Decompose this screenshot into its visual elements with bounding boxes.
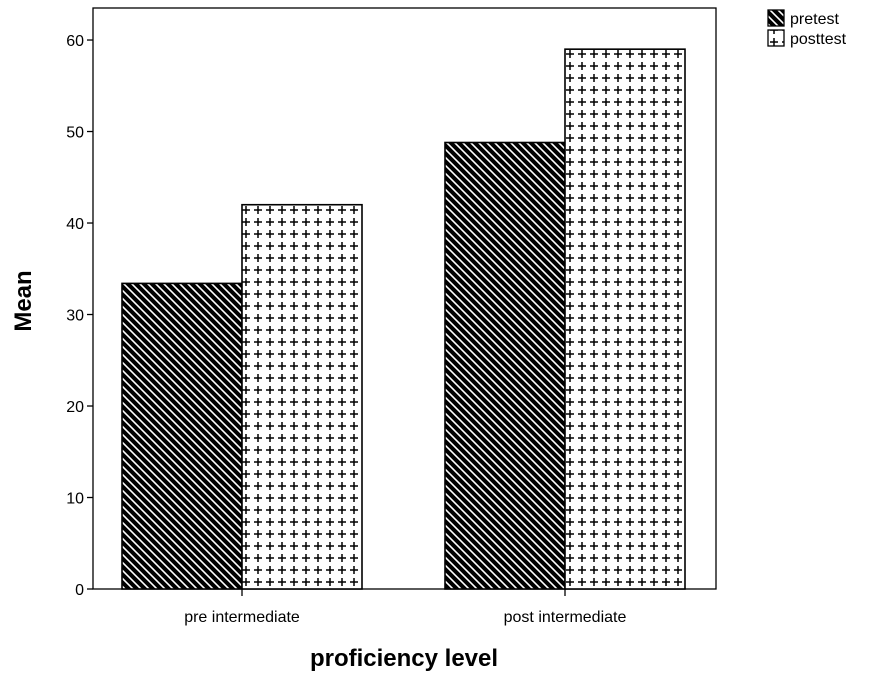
y-axis: 0 10 20 30 40 50 60 <box>66 33 93 599</box>
plot-frame <box>92 7 717 590</box>
bars <box>121 48 686 590</box>
bar-posttest-0 <box>241 203 363 590</box>
legend-label-pretest: pretest <box>790 11 839 28</box>
y-axis-title: Mean <box>10 270 37 331</box>
bar-posttest-1 <box>564 48 686 590</box>
y-tick-label: 30 <box>66 308 84 325</box>
x-axis-title: proficiency level <box>310 645 498 672</box>
x-axis: pre intermediate post intermediate <box>184 589 626 626</box>
y-tick-label: 40 <box>66 216 84 233</box>
y-tick-label: 10 <box>66 491 84 508</box>
y-tick-label: 20 <box>66 399 84 416</box>
legend-label-posttest: posttest <box>790 31 847 48</box>
y-tick-label: 0 <box>75 582 84 599</box>
legend-swatch-pretest <box>767 9 785 27</box>
legend-swatch-posttest <box>767 29 785 47</box>
x-category-label: post intermediate <box>504 609 627 626</box>
bar-pretest-1 <box>444 141 566 590</box>
y-tick-label: 60 <box>66 33 84 50</box>
plot-border <box>92 7 717 590</box>
y-tick-label: 50 <box>66 125 84 142</box>
bar-pretest-0 <box>121 282 243 590</box>
legend: pretest posttest <box>767 9 847 48</box>
x-category-label: pre intermediate <box>184 609 300 626</box>
